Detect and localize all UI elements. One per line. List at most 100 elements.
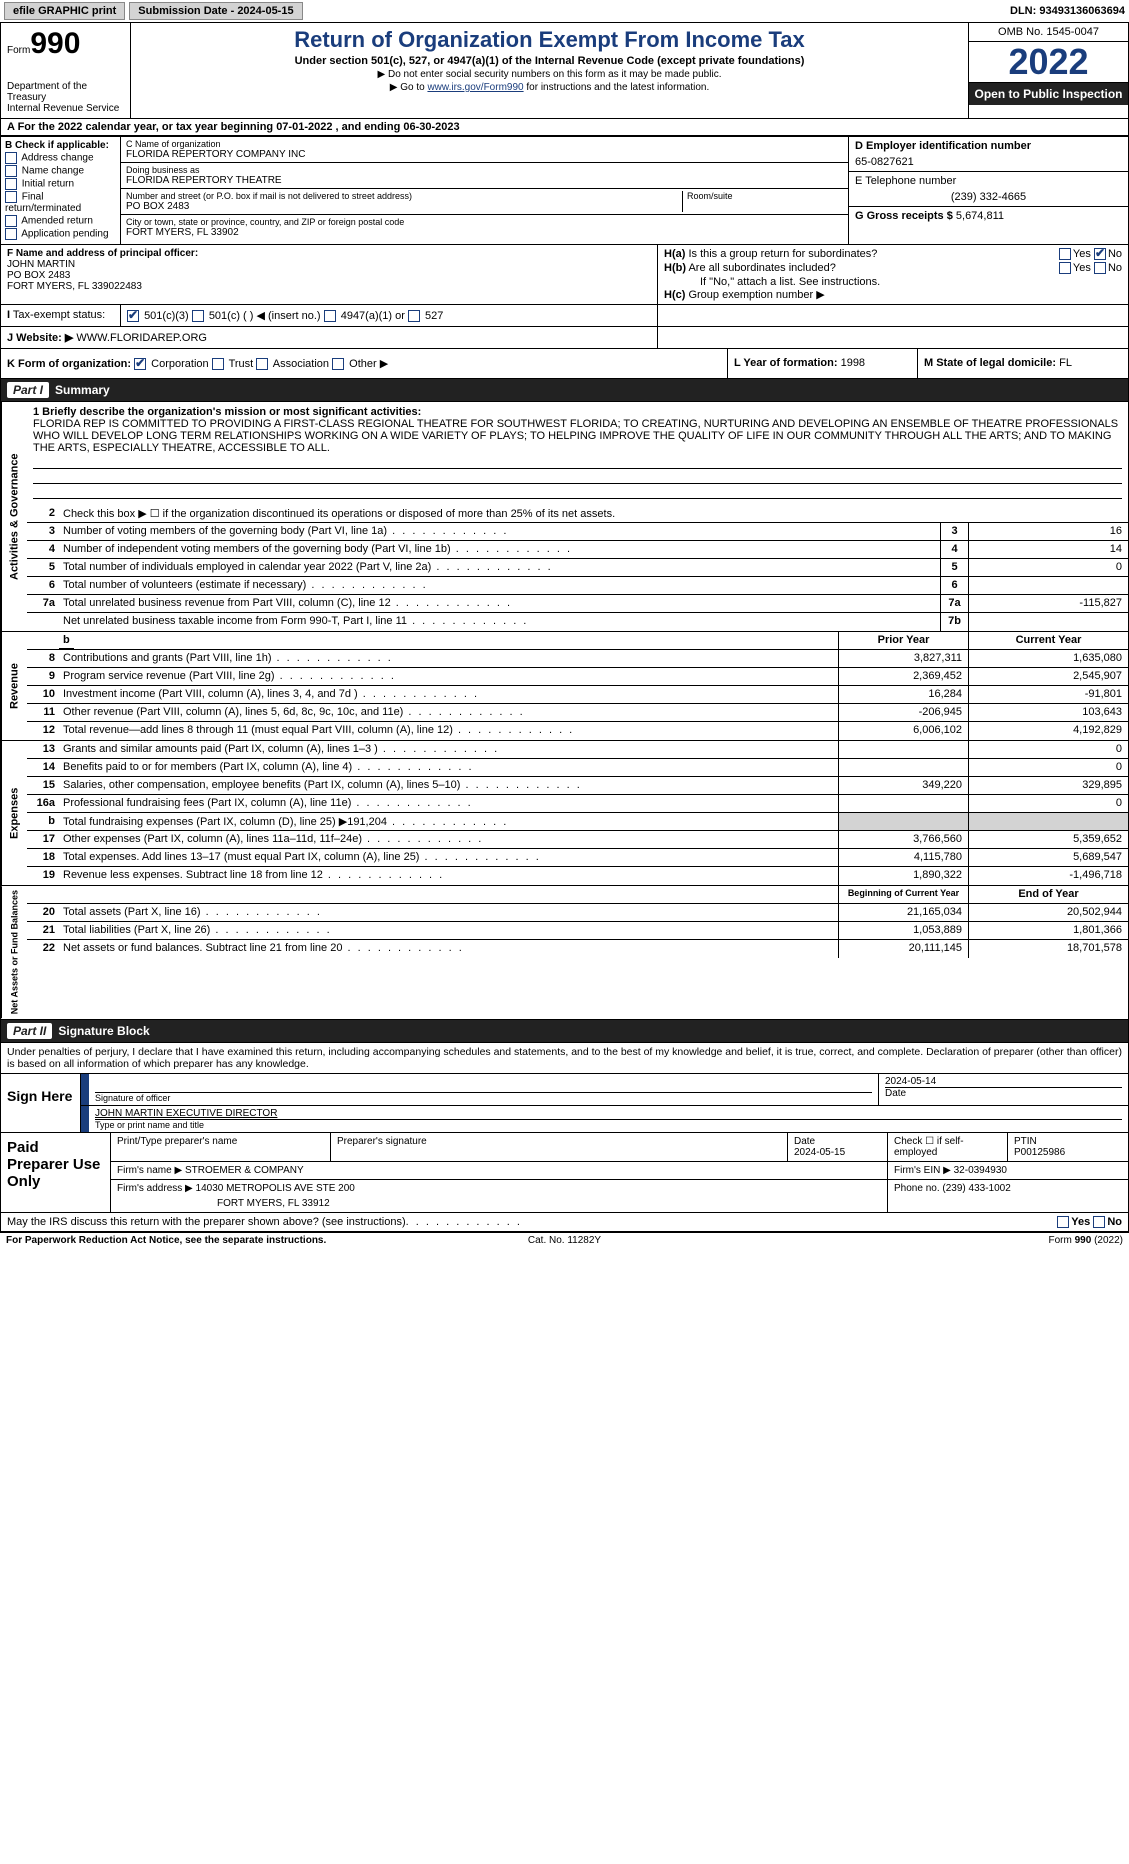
- row-k: K Form of organization: Corporation Trus…: [1, 349, 728, 378]
- col-b-checkboxes: B Check if applicable: Address change Na…: [1, 137, 121, 244]
- blank-line: [33, 456, 1122, 469]
- row-i-status: I Tax-exempt status: 501(c)(3) 501(c) ( …: [0, 305, 1129, 327]
- chk-corporation[interactable]: [134, 358, 146, 370]
- part1-body: Activities & Governance 1 Briefly descri…: [0, 402, 1129, 1019]
- self-employed-label: Check ☐ if self-employed: [888, 1133, 1008, 1161]
- section-activities-governance: Activities & Governance 1 Briefly descri…: [1, 402, 1128, 632]
- omb-number: OMB No. 1545-0047: [969, 23, 1128, 42]
- revenue-line: 8Contributions and grants (Part VIII, li…: [27, 650, 1128, 668]
- gross-value: 5,674,811: [956, 210, 1004, 222]
- opt-assoc: Association: [273, 358, 329, 370]
- sig-name-label: Type or print name and title: [95, 1119, 1122, 1130]
- ha-text: Is this a group return for subordinates?: [688, 248, 877, 260]
- tax-year: 2022: [969, 42, 1128, 83]
- open-public-badge: Open to Public Inspection: [969, 83, 1128, 105]
- firm-phone-label: Phone no.: [894, 1183, 940, 1194]
- chk-initial-return[interactable]: Initial return: [5, 178, 116, 190]
- chk-label: Application pending: [21, 229, 108, 240]
- header-end: End of Year: [968, 886, 1128, 903]
- row-a-end: , and ending 06-30-2023: [332, 121, 459, 133]
- opt-501c3: 501(c)(3): [144, 310, 189, 322]
- ha-no-checkbox[interactable]: [1094, 248, 1106, 260]
- submission-date-button[interactable]: Submission Date - 2024-05-15: [129, 2, 302, 20]
- ha-yes-checkbox[interactable]: [1059, 248, 1071, 260]
- efile-print-button[interactable]: efile GRAPHIC print: [4, 2, 125, 20]
- goto-prefix: ▶ Go to: [390, 82, 428, 93]
- side-label-net: Net Assets or Fund Balances: [1, 886, 27, 1018]
- paid-preparer-block: Paid Preparer Use Only Print/Type prepar…: [0, 1133, 1129, 1213]
- prep-date-label: Date: [794, 1136, 815, 1147]
- form-title: Return of Organization Exempt From Incom…: [137, 27, 962, 53]
- chk-association[interactable]: [256, 358, 268, 370]
- org-name-cell: C Name of organization FLORIDA REPERTORY…: [121, 137, 848, 163]
- irs-link[interactable]: www.irs.gov/Form990: [427, 82, 523, 93]
- revenue-line: 12Total revenue—add lines 8 through 11 (…: [27, 722, 1128, 740]
- firm-addr2: FORT MYERS, FL 33912: [217, 1198, 881, 1209]
- no-label: No: [1108, 262, 1122, 274]
- chk-application-pending[interactable]: Application pending: [5, 228, 116, 240]
- footer-cat: Cat. No. 11282Y: [378, 1235, 750, 1246]
- chk-501c3[interactable]: [127, 310, 139, 322]
- ein-value: 65-0827621: [855, 156, 1122, 168]
- chk-501c[interactable]: [192, 310, 204, 322]
- page-footer: For Paperwork Reduction Act Notice, see …: [0, 1232, 1129, 1248]
- officer-street: PO BOX 2483: [7, 270, 651, 281]
- part1-title: Summary: [55, 383, 110, 397]
- header-note-1: ▶ Do not enter social security numbers o…: [137, 69, 962, 80]
- street-value: PO BOX 2483: [126, 201, 678, 212]
- chk-name-change[interactable]: Name change: [5, 165, 116, 177]
- chk-4947[interactable]: [324, 310, 336, 322]
- city-cell: City or town, state or province, country…: [121, 215, 848, 240]
- col-d-e-g: D Employer identification number 65-0827…: [848, 137, 1128, 244]
- ein-label: D Employer identification number: [855, 140, 1031, 152]
- gov-line: Net unrelated business taxable income fr…: [27, 613, 1128, 631]
- no-label: No: [1108, 248, 1122, 260]
- net-column-headers: Beginning of Current Year End of Year: [27, 886, 1128, 904]
- chk-other[interactable]: [332, 358, 344, 370]
- hb-yes-checkbox[interactable]: [1059, 262, 1071, 274]
- chk-amended-return[interactable]: Amended return: [5, 215, 116, 227]
- opt-other: Other ▶: [349, 358, 388, 370]
- hb-text: Are all subordinates included?: [688, 262, 835, 274]
- prep-sig-label: Preparer's signature: [331, 1133, 788, 1161]
- chk-address-change[interactable]: Address change: [5, 152, 116, 164]
- section-revenue: Revenue b Prior Year Current Year 8Contr…: [1, 632, 1128, 741]
- chk-label: Name change: [22, 166, 84, 177]
- mission-block: 1 Briefly describe the organization's mi…: [27, 402, 1128, 505]
- expense-line: 17Other expenses (Part IX, column (A), l…: [27, 831, 1128, 849]
- mission-text: FLORIDA REP IS COMMITTED TO PROVIDING A …: [33, 418, 1122, 454]
- firm-address-row: Firm's address ▶ 14030 METROPOLIS AVE ST…: [111, 1180, 1128, 1212]
- gross-receipts-cell: G Gross receipts $ 5,674,811: [849, 207, 1128, 225]
- ptin-label: PTIN: [1014, 1136, 1037, 1147]
- gov-line: 3Number of voting members of the governi…: [27, 523, 1128, 541]
- prep-name-label: Print/Type preparer's name: [111, 1133, 331, 1161]
- expense-line: 14Benefits paid to or for members (Part …: [27, 759, 1128, 777]
- row-i-label: I Tax-exempt status:: [1, 305, 121, 326]
- part2-title: Signature Block: [58, 1024, 149, 1038]
- row-a-calendar-year: A For the 2022 calendar year, or tax yea…: [0, 119, 1129, 136]
- hb-note: If "No," attach a list. See instructions…: [700, 276, 1122, 288]
- form-header: Form990 Department of the Treasury Inter…: [0, 23, 1129, 119]
- header-left: Form990 Department of the Treasury Inter…: [1, 23, 131, 118]
- part1-header: Part I Summary: [0, 379, 1129, 402]
- chk-527[interactable]: [408, 310, 420, 322]
- chk-label: Address change: [21, 153, 93, 164]
- section-expenses: Expenses 13Grants and similar amounts pa…: [1, 741, 1128, 886]
- website-value: WWW.FLORIDAREP.ORG: [73, 332, 207, 344]
- col-h-group: H(a) Is this a group return for subordin…: [658, 245, 1128, 304]
- net-asset-line: 20Total assets (Part X, line 16)21,165,0…: [27, 904, 1128, 922]
- hb-no-checkbox[interactable]: [1094, 262, 1106, 274]
- phone-value: (239) 332-4665: [855, 191, 1122, 203]
- discuss-no-checkbox[interactable]: [1093, 1216, 1105, 1228]
- firm-name-value: STROEMER & COMPANY: [185, 1165, 304, 1176]
- officer-city: FORT MYERS, FL 339022483: [7, 281, 651, 292]
- chk-trust[interactable]: [212, 358, 224, 370]
- discuss-yes-checkbox[interactable]: [1057, 1216, 1069, 1228]
- firm-name-label: Firm's name ▶: [117, 1165, 182, 1176]
- chk-final-return[interactable]: Final return/terminated: [5, 191, 116, 214]
- city-label: City or town, state or province, country…: [126, 217, 843, 227]
- dept-treasury: Department of the Treasury: [7, 81, 124, 103]
- side-label-gov: Activities & Governance: [1, 402, 27, 631]
- row-k-l-m: K Form of organization: Corporation Trus…: [0, 349, 1129, 379]
- row-i-right: [658, 305, 1128, 326]
